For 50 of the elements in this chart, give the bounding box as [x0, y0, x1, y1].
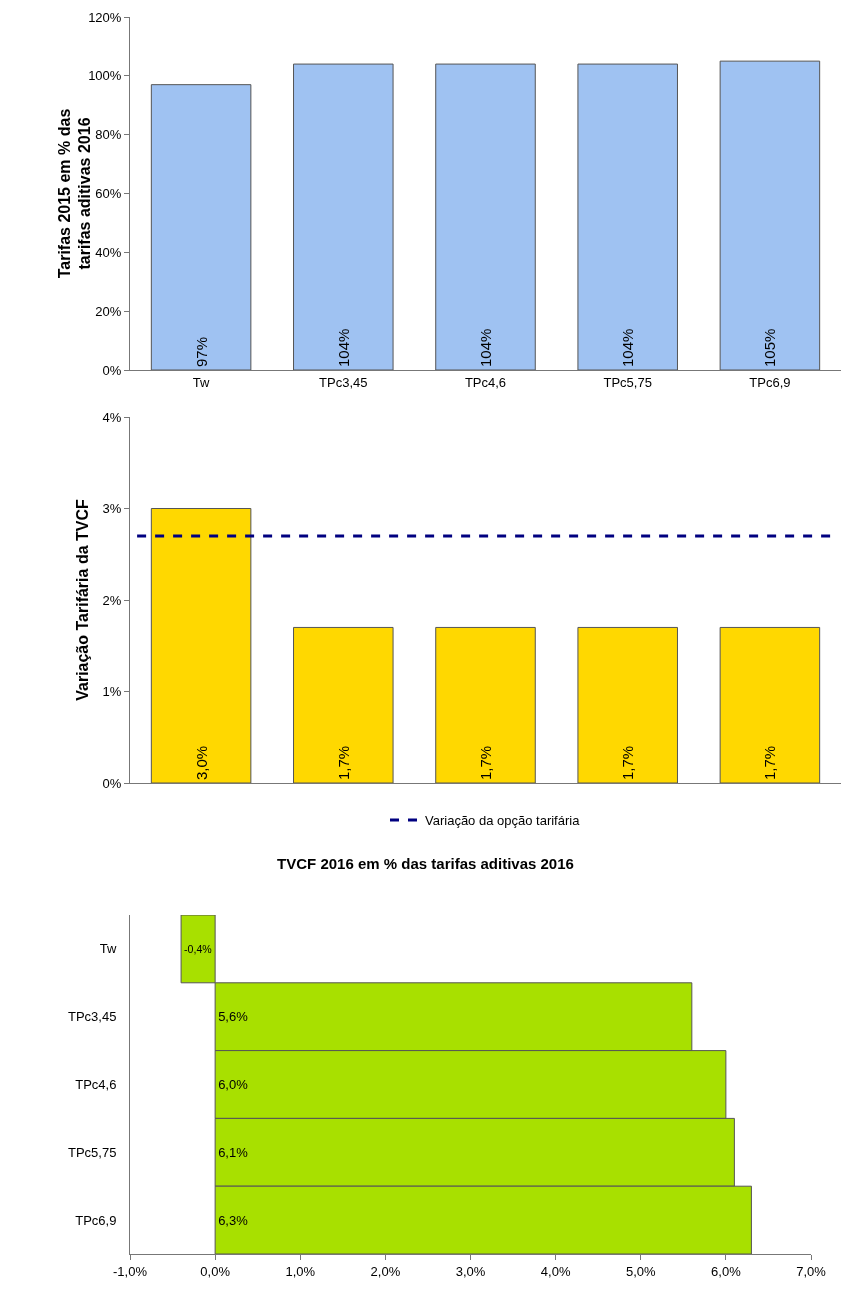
y-tick-label: 40% — [95, 244, 122, 260]
y-tick-label: 4% — [102, 409, 122, 425]
y-tick-label: 20% — [95, 303, 122, 319]
y-tick-label: 0% — [102, 362, 122, 378]
y-axis-title: Variação Tarifária da TVCF — [74, 498, 91, 701]
data-label: 1,7% — [334, 745, 352, 780]
data-label: 1,7% — [761, 745, 779, 780]
x-tick-label: 6,0% — [711, 1263, 742, 1279]
data-label: 105% — [761, 328, 779, 367]
x-tick-label: TPc4,6 — [464, 374, 507, 390]
x-tick-label: 7,0% — [796, 1263, 827, 1279]
data-label: -0,4% — [184, 942, 213, 955]
y-tick-label: 80% — [95, 127, 122, 143]
data-label: 104% — [477, 328, 494, 367]
data-label: 6,1% — [218, 1144, 249, 1160]
y-tick-label: TPc4,6 — [75, 1077, 117, 1093]
x-tick-label: 1,0% — [285, 1263, 316, 1279]
data-label: 6,3% — [218, 1212, 249, 1228]
legend-label: Variação da opção tarifária — [425, 812, 581, 828]
x-tick-label: -1,0% — [113, 1263, 148, 1279]
x-tick-label: TPc5,75 — [603, 374, 652, 390]
y-tick-label: TPc3,45 — [67, 1009, 117, 1025]
data-label: 104% — [334, 328, 352, 367]
y-tick-label: 60% — [95, 186, 122, 202]
y-tick-label: 1% — [102, 684, 122, 700]
y-tick-label: TPc6,9 — [75, 1212, 117, 1228]
y-tick-label: 3% — [102, 501, 122, 517]
data-label: 97% — [192, 336, 210, 367]
x-tick-label: TPc6,9 — [749, 374, 791, 390]
x-tick-label: Tw — [192, 374, 211, 390]
x-tick-label: 5,0% — [625, 1263, 656, 1279]
chart-title: TVCF 2016 em % das tarifas aditivas 2016 — [277, 855, 574, 873]
y-tick-label: 0% — [102, 775, 122, 791]
y-tick-label: Tw — [99, 941, 117, 957]
x-tick-label: 3,0% — [455, 1263, 486, 1279]
data-label: 3,0% — [192, 745, 210, 780]
y-tick-label: TPc5,75 — [67, 1144, 117, 1160]
x-tick-label: 4,0% — [540, 1263, 571, 1279]
y-tick-label: 120% — [88, 9, 122, 25]
y-tick-label: 2% — [102, 592, 122, 608]
x-tick-label: 0,0% — [200, 1263, 231, 1279]
y-tick-label: 100% — [88, 68, 122, 84]
data-label: 1,7% — [477, 745, 494, 780]
x-tick-label: 2,0% — [370, 1263, 401, 1279]
data-label: 5,6% — [218, 1009, 249, 1025]
x-tick-label: TPc3,45 — [319, 374, 368, 390]
data-label: 6,0% — [218, 1077, 249, 1092]
data-label: 104% — [619, 328, 637, 367]
data-label: 1,7% — [619, 745, 637, 780]
y-axis-title: Tarifas 2015 em % das tarifas aditivas 2016 — [55, 108, 94, 279]
